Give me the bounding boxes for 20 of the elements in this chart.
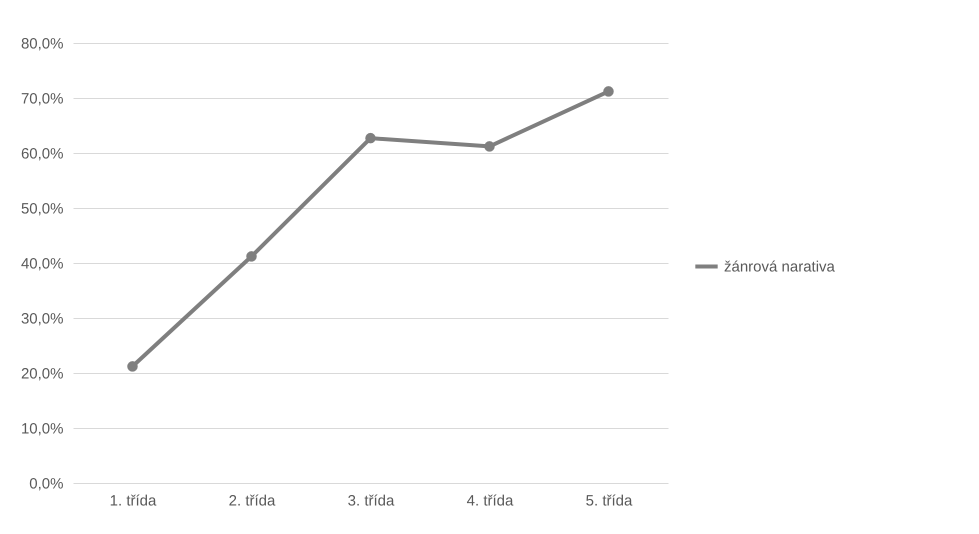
point xyxy=(127,361,138,372)
x-tick-label: 5. třída xyxy=(586,492,633,510)
y-tick-label: 10,0% xyxy=(20,420,64,438)
x-tick-label: 2. třída xyxy=(228,492,276,510)
point xyxy=(484,141,495,152)
point xyxy=(603,86,614,97)
y-tick-label: 20,0% xyxy=(20,366,64,382)
y-tick-label: 50,0% xyxy=(20,200,64,218)
y-tick-label: 30,0% xyxy=(20,310,64,328)
x-tick-label: 1. třída xyxy=(110,492,157,510)
legend-label: žánrová narativa xyxy=(724,258,836,276)
y-tick-label: 0,0% xyxy=(29,476,64,492)
point xyxy=(246,251,257,262)
y-tick-label: 80,0% xyxy=(20,36,64,52)
y-tick-label: 40,0% xyxy=(20,256,64,272)
x-tick-label: 4. třída xyxy=(466,492,514,510)
y-tick-label: 60,0% xyxy=(20,146,64,162)
y-tick-label: 70,0% xyxy=(20,90,64,108)
x-tick-label: 3. třída xyxy=(348,492,395,510)
point xyxy=(365,132,376,144)
